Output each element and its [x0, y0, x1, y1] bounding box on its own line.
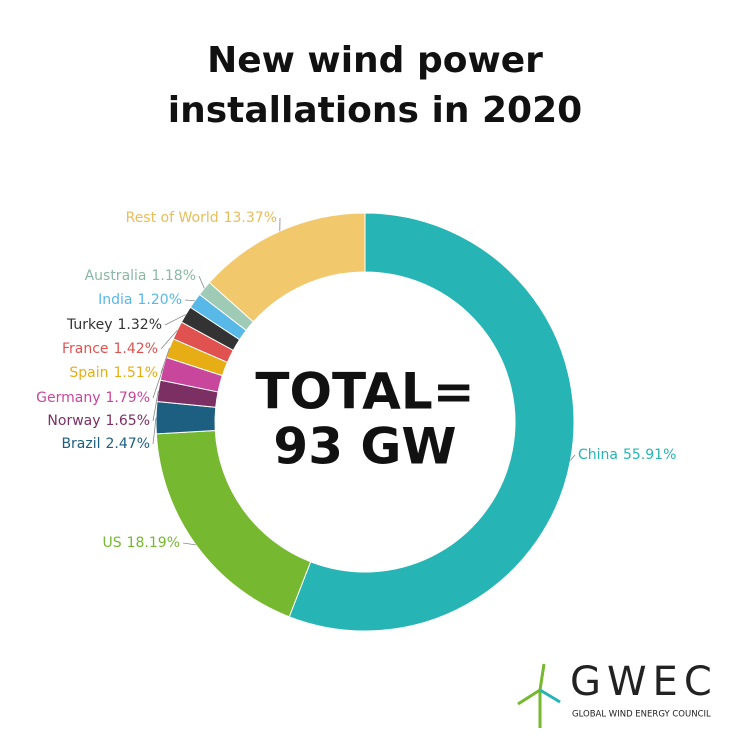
category-label: US	[102, 535, 121, 551]
leader-line	[182, 542, 196, 546]
value-label: 1.51%	[114, 365, 158, 381]
leader-line	[184, 299, 195, 302]
leader-line	[152, 390, 159, 422]
logo-icon	[517, 663, 546, 728]
value-label: 1.65%	[106, 413, 150, 429]
data-label: China 55.91%	[578, 447, 676, 463]
data-label: France 1.42%	[62, 341, 158, 357]
category-label: Turkey	[66, 317, 113, 333]
data-label: Spain 1.51%	[69, 365, 158, 381]
category-label: India	[98, 292, 132, 308]
slice	[208, 212, 366, 323]
leader-line	[198, 275, 205, 289]
data-label: Rest of World 13.37%	[126, 210, 277, 226]
category-label: Germany	[36, 390, 100, 406]
data-label: Brazil 2.47%	[61, 436, 150, 452]
value-label: 1.18%	[152, 268, 196, 284]
value-label: 1.32%	[118, 317, 162, 333]
leader-line	[152, 417, 157, 445]
value-label: 1.79%	[106, 390, 150, 406]
category-label: France	[62, 341, 109, 357]
chart-title: New wind power	[207, 40, 543, 81]
logo-icon	[539, 688, 561, 704]
category-label: Norway	[47, 413, 100, 429]
slice	[288, 212, 575, 632]
data-label: India 1.20%	[98, 292, 182, 308]
category-label: China	[578, 447, 618, 463]
value-label: 1.42%	[114, 341, 158, 357]
center-text: TOTAL=	[255, 363, 474, 421]
leader-line	[160, 347, 170, 374]
data-label: US 18.19%	[102, 535, 180, 551]
value-label: 1.20%	[138, 292, 182, 308]
value-label: 55.91%	[623, 447, 676, 463]
category-label: Spain	[69, 365, 108, 381]
data-label: Turkey 1.32%	[66, 317, 162, 333]
leader-line	[570, 454, 576, 461]
category-label: Australia	[85, 268, 147, 284]
leader-line	[164, 314, 186, 326]
data-label: Norway 1.65%	[47, 413, 150, 429]
chart-title: installations in 2020	[168, 90, 582, 131]
value-label: 13.37%	[224, 210, 277, 226]
logo-name: GWEC	[570, 659, 718, 705]
center-text: 93 GW	[273, 418, 456, 476]
leader-line	[152, 368, 164, 399]
category-label: Rest of World	[126, 210, 219, 226]
data-label: Germany 1.79%	[36, 390, 150, 406]
data-label: Australia 1.18%	[85, 268, 196, 284]
value-label: 2.47%	[106, 436, 150, 452]
logo: GWEC GLOBAL WIND ENERGY COUNCIL	[517, 659, 718, 728]
leader-line	[160, 330, 178, 350]
value-label: 18.19%	[127, 535, 180, 551]
category-label: Brazil	[61, 436, 100, 452]
logo-subtitle: GLOBAL WIND ENERGY COUNCIL	[572, 710, 711, 720]
